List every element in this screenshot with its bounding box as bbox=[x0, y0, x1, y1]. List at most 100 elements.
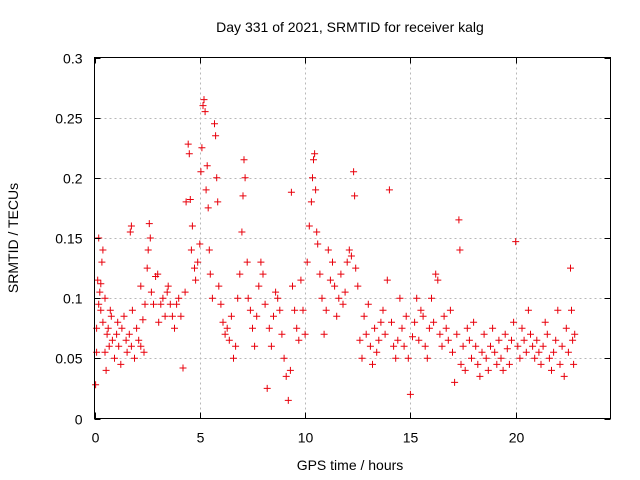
data-point bbox=[362, 330, 370, 338]
data-point bbox=[246, 306, 254, 314]
data-point bbox=[341, 288, 349, 296]
data-point bbox=[358, 354, 366, 362]
data-point bbox=[375, 336, 383, 344]
data-point bbox=[350, 168, 358, 176]
x-tick-label: 20 bbox=[509, 430, 525, 446]
data-point bbox=[411, 318, 419, 326]
data-point bbox=[524, 306, 532, 314]
data-point bbox=[284, 396, 292, 404]
data-point bbox=[366, 342, 374, 350]
data-point bbox=[480, 330, 488, 338]
data-point bbox=[423, 354, 431, 362]
data-point bbox=[311, 150, 319, 158]
data-point bbox=[453, 330, 461, 338]
data-point bbox=[205, 246, 213, 254]
data-point bbox=[265, 324, 273, 332]
data-point bbox=[529, 342, 537, 350]
data-point bbox=[398, 324, 406, 332]
data-point bbox=[392, 354, 400, 362]
data-point bbox=[354, 282, 362, 290]
data-point bbox=[99, 246, 107, 254]
data-point bbox=[456, 246, 464, 254]
x-tick-label: 15 bbox=[403, 430, 419, 446]
data-point bbox=[282, 372, 290, 380]
data-point bbox=[537, 360, 545, 368]
data-point bbox=[255, 282, 263, 290]
data-point bbox=[516, 354, 524, 362]
data-point bbox=[501, 330, 509, 338]
y-axis-label: SRMTID / TECUs bbox=[5, 183, 21, 293]
axis-tick-labels: 0 5 10 15 20 0 0.05 0.1 0.15 0.2 0.25 0.3 bbox=[55, 51, 524, 446]
data-point bbox=[128, 306, 136, 314]
y-tick-label: 0.15 bbox=[55, 231, 82, 247]
data-point bbox=[351, 192, 359, 200]
data-point bbox=[243, 258, 251, 266]
x-axis-label: GPS time / hours bbox=[297, 457, 404, 473]
data-point bbox=[531, 354, 539, 362]
data-point bbox=[326, 276, 334, 284]
data-point bbox=[377, 318, 385, 326]
data-point bbox=[352, 264, 360, 272]
data-point bbox=[497, 354, 505, 362]
data-point bbox=[314, 240, 322, 248]
data-point bbox=[123, 348, 131, 356]
data-point bbox=[179, 364, 187, 372]
data-point bbox=[503, 345, 511, 353]
data-point bbox=[122, 336, 130, 344]
data-point bbox=[520, 336, 528, 344]
plot-frame bbox=[94, 57, 611, 419]
data-point bbox=[280, 354, 288, 362]
data-point bbox=[186, 196, 194, 203]
data-point bbox=[295, 336, 303, 344]
data-point bbox=[131, 354, 138, 362]
data-point bbox=[522, 348, 530, 356]
data-point bbox=[234, 294, 242, 302]
data-point bbox=[274, 294, 282, 302]
data-point bbox=[409, 333, 416, 341]
data-point bbox=[187, 246, 195, 254]
data-point bbox=[390, 342, 398, 350]
data-point bbox=[470, 318, 478, 326]
data-point bbox=[310, 156, 317, 164]
data-point bbox=[199, 102, 207, 110]
data-point bbox=[223, 324, 231, 332]
data-point bbox=[127, 342, 135, 350]
data-point bbox=[155, 318, 163, 326]
data-point bbox=[541, 318, 549, 326]
data-point bbox=[347, 252, 355, 260]
data-point bbox=[383, 276, 391, 284]
data-point bbox=[171, 324, 178, 332]
data-point bbox=[211, 120, 218, 128]
y-tick-label: 0.3 bbox=[63, 51, 83, 67]
data-point bbox=[270, 312, 277, 320]
data-point bbox=[259, 270, 267, 278]
data-point bbox=[117, 360, 125, 368]
data-point bbox=[241, 174, 249, 182]
data-point bbox=[184, 140, 192, 148]
data-point bbox=[535, 348, 543, 356]
data-point bbox=[312, 186, 320, 194]
data-point bbox=[215, 282, 223, 290]
data-point bbox=[221, 330, 229, 338]
data-point bbox=[373, 348, 381, 356]
data-point bbox=[465, 336, 473, 344]
data-point bbox=[278, 330, 286, 338]
data-point bbox=[379, 306, 387, 314]
data-point bbox=[402, 312, 410, 320]
data-point bbox=[291, 306, 299, 314]
data-point bbox=[230, 354, 237, 362]
data-point bbox=[133, 324, 141, 332]
data-point bbox=[157, 300, 165, 308]
data-point bbox=[381, 330, 389, 338]
data-point bbox=[568, 306, 575, 314]
data-point bbox=[95, 300, 103, 308]
data-point bbox=[425, 324, 433, 332]
data-point bbox=[188, 222, 196, 230]
data-point bbox=[552, 336, 560, 344]
data-point bbox=[309, 174, 316, 182]
data-point bbox=[463, 324, 471, 332]
data-point bbox=[307, 198, 315, 206]
data-point bbox=[434, 276, 442, 284]
data-point bbox=[472, 342, 480, 350]
data-point bbox=[474, 360, 482, 368]
